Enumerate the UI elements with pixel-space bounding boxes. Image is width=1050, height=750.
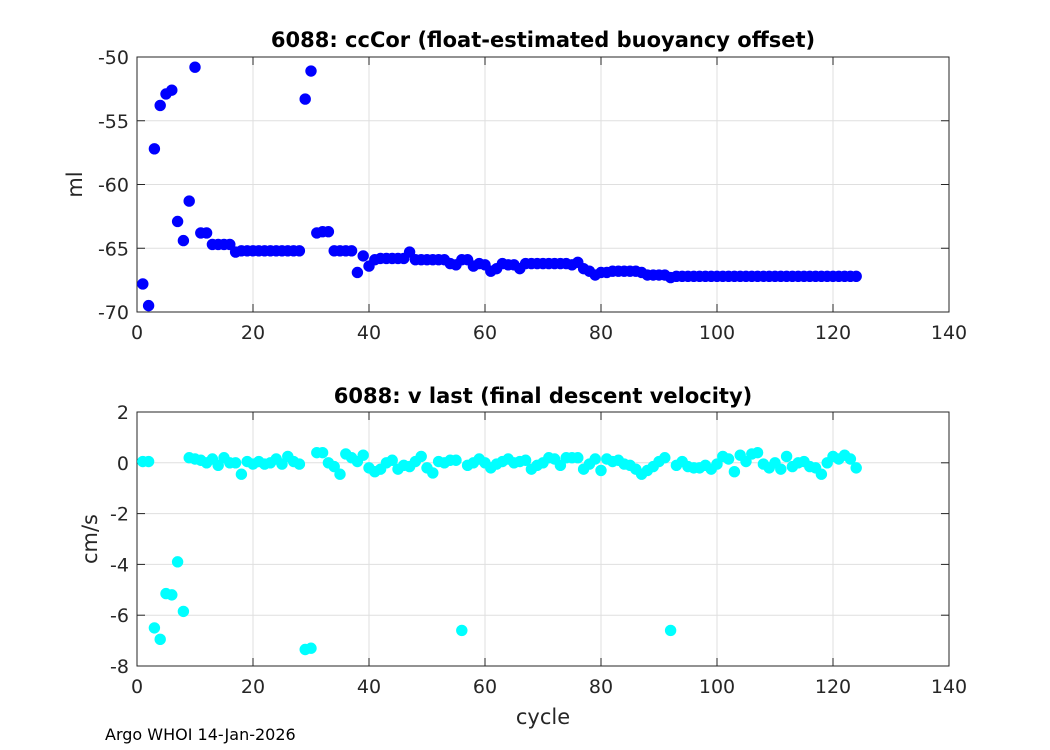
footer-text: Argo WHOI 14-Jan-2026 [105,725,296,744]
data-point [328,460,340,473]
x-tick-label: 40 [357,322,381,344]
data-point [844,453,857,465]
x-axis-label: cycle [516,705,570,729]
data-point [322,225,335,238]
data-point [293,245,306,257]
data-point [780,450,793,463]
data-point [235,468,248,480]
data-point [740,455,752,468]
x-tick-label: 120 [815,322,851,344]
chart-top-ccCor: 0 20 40 60 80 100 120 140 -50 -55 -60 -65 -70 6088: c… [63,28,967,344]
data-point [189,61,201,73]
y-tick-label: 2 [117,402,129,424]
data-point [659,452,671,464]
y-tick-label: -70 [98,302,129,324]
x-tick-label: 60 [473,322,497,344]
data-point [722,453,735,465]
data-point [154,633,166,646]
x-tick-label: 80 [589,676,613,698]
y-tick-label: -50 [98,47,129,69]
data-point [386,454,398,466]
data-point [316,446,329,459]
data-point [177,234,190,247]
data-point [589,453,601,465]
data-point [183,195,195,207]
data-point [154,99,166,112]
data-point [276,458,288,470]
x-tick-label: 80 [589,322,613,344]
x-tick-label: 140 [931,322,967,344]
data-point [224,238,236,251]
x-tick-label: 100 [699,676,735,698]
axes-box [136,56,950,313]
chart-title: 6088: v last (final descent velocity) [334,384,752,408]
x-tick-label: 60 [473,676,497,698]
x-tick-label: 140 [931,676,967,698]
data-point [166,589,178,601]
x-tick-label: 0 [131,676,143,698]
x-tick-label: 0 [131,322,143,344]
y-tick-label: -55 [98,111,129,133]
data-point [357,250,369,262]
data-point [751,446,764,459]
data-point [456,624,468,637]
data-point [351,266,364,279]
y-tick-label: -60 [98,175,129,197]
data-point [142,299,155,312]
data-point [345,245,358,257]
axes-box [136,411,950,667]
data-point [427,467,439,479]
data-point [171,556,184,568]
data-point [299,93,311,105]
data-point [595,464,607,477]
chart-title: 6088: ccCor (float-estimated buoyancy of… [271,28,815,52]
data-point [664,624,677,637]
data-point [775,463,787,475]
x-tick-label: 20 [241,676,265,698]
data-point [554,459,567,472]
x-tick-label: 100 [699,322,735,344]
data-point [711,458,723,470]
y-tick-label: -2 [110,504,129,526]
data-point [415,450,427,463]
data-point [305,65,317,77]
data-point [137,278,149,290]
data-point [403,246,416,258]
x-tick-label: 40 [357,676,381,698]
y-tick-label: -65 [98,238,129,260]
data-point [148,622,161,634]
y-tick-label: -6 [110,605,129,627]
data-point [177,605,190,618]
data-point [171,215,184,228]
data-point [450,454,462,466]
data-point [166,84,178,96]
y-tick-label: -4 [110,554,129,576]
data-point [212,459,224,472]
data-point [850,270,862,282]
data-point [293,458,306,470]
x-tick-label: 120 [815,676,851,698]
data-point [305,642,317,654]
data-point [815,468,828,480]
data-point [334,468,346,480]
data-point [519,454,532,466]
data-point [357,449,369,461]
y-axis-label: cm/s [78,514,102,564]
data-point [728,465,741,478]
y-tick-label: 0 [117,453,129,475]
data-point [229,457,242,469]
x-tick-label: 20 [241,322,265,344]
y-tick-label: -8 [110,656,129,678]
data-point [142,455,155,468]
data-point [200,227,213,239]
data-point [850,462,862,474]
data-point [572,452,584,464]
plot-area [137,412,949,666]
y-axis-label: ml [63,171,87,197]
data-point [148,143,161,155]
